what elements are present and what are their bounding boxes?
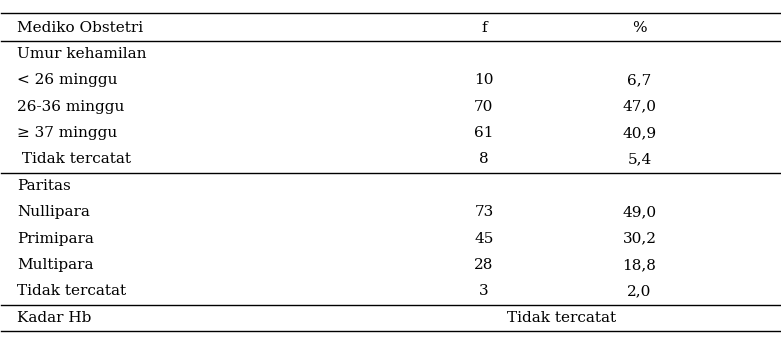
Text: 47,0: 47,0 bbox=[622, 100, 657, 114]
Text: 28: 28 bbox=[474, 258, 494, 272]
Text: 8: 8 bbox=[479, 152, 489, 166]
Text: < 26 minggu: < 26 minggu bbox=[17, 73, 117, 87]
Text: 18,8: 18,8 bbox=[622, 258, 657, 272]
Text: 5,4: 5,4 bbox=[627, 152, 651, 166]
Text: Umur kehamilan: Umur kehamilan bbox=[17, 47, 147, 61]
Text: 26-36 minggu: 26-36 minggu bbox=[17, 100, 124, 114]
Text: Tidak tercatat: Tidak tercatat bbox=[17, 152, 131, 166]
Text: Paritas: Paritas bbox=[17, 179, 71, 193]
Text: 6,7: 6,7 bbox=[627, 73, 651, 87]
Text: ≥ 37 minggu: ≥ 37 minggu bbox=[17, 126, 117, 140]
Text: 2,0: 2,0 bbox=[627, 284, 651, 298]
Text: 61: 61 bbox=[474, 126, 494, 140]
Text: 70: 70 bbox=[474, 100, 494, 114]
Text: Mediko Obstetri: Mediko Obstetri bbox=[17, 21, 143, 34]
Text: Primipara: Primipara bbox=[17, 232, 94, 246]
Text: 3: 3 bbox=[479, 284, 489, 298]
Text: 49,0: 49,0 bbox=[622, 205, 657, 219]
Text: 73: 73 bbox=[474, 205, 494, 219]
Text: Multipara: Multipara bbox=[17, 258, 94, 272]
Text: %: % bbox=[632, 21, 647, 34]
Text: Tidak tercatat: Tidak tercatat bbox=[507, 311, 616, 325]
Text: 10: 10 bbox=[474, 73, 494, 87]
Text: 45: 45 bbox=[474, 232, 494, 246]
Text: Tidak tercatat: Tidak tercatat bbox=[17, 284, 126, 298]
Text: 30,2: 30,2 bbox=[622, 232, 657, 246]
Text: 40,9: 40,9 bbox=[622, 126, 657, 140]
Text: f: f bbox=[481, 21, 487, 34]
Text: Kadar Hb: Kadar Hb bbox=[17, 311, 91, 325]
Text: Nullipara: Nullipara bbox=[17, 205, 90, 219]
